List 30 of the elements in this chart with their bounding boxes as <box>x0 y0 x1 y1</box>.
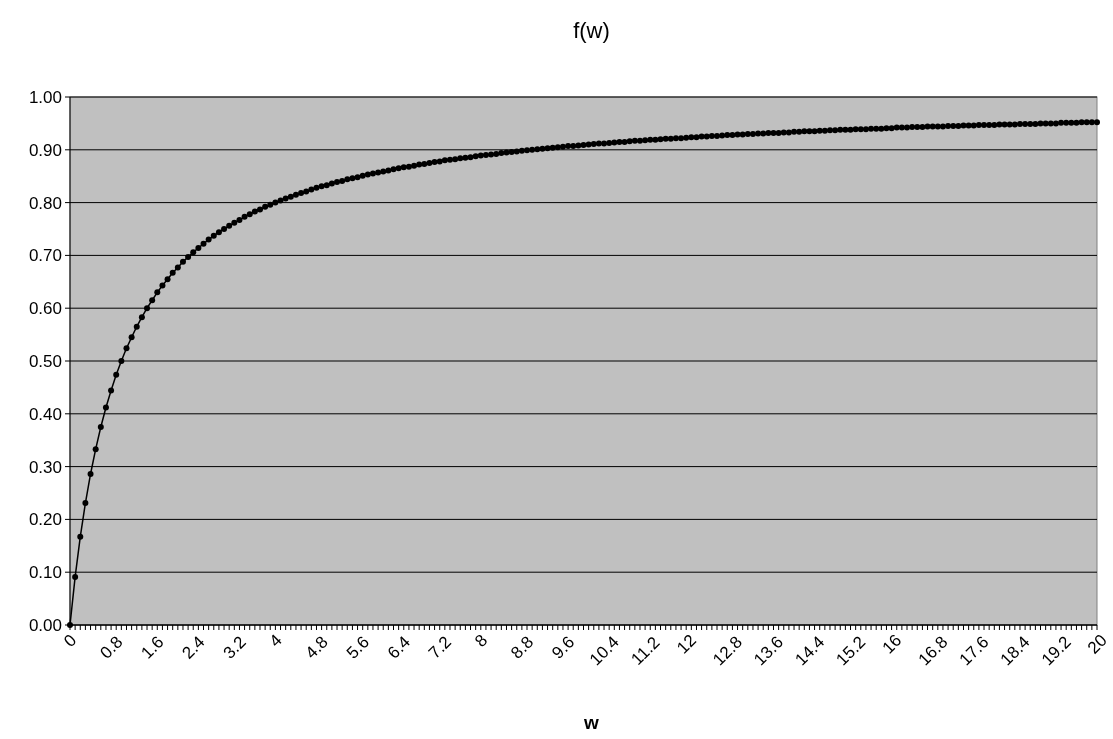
y-tick-label: 0.00 <box>28 615 62 635</box>
x-tick-label: 8 <box>471 630 492 651</box>
y-tick-label: 1.00 <box>28 87 62 107</box>
y-tick-label: 0.10 <box>28 563 62 583</box>
chart-title: f(w) <box>573 18 610 43</box>
y-tick-label: 0.50 <box>28 351 62 371</box>
x-tick-label: 1.6 <box>137 632 168 663</box>
x-axis-title: w <box>583 712 600 733</box>
x-tick-label: 20 <box>1083 630 1111 658</box>
y-tick-label: 0.40 <box>28 404 62 424</box>
y-tick-label: 0.30 <box>28 457 62 477</box>
x-tick-label: 0.8 <box>96 632 127 663</box>
x-tick-label: 6.4 <box>383 632 415 663</box>
x-tick-label: 4 <box>265 630 286 651</box>
x-tick-label: 12 <box>673 630 700 658</box>
y-tick-label: 0.20 <box>28 510 62 530</box>
x-tick-label: 2.4 <box>178 632 209 663</box>
x-tick-label: 9.6 <box>548 632 579 663</box>
x-tick-label: 4.8 <box>301 632 332 663</box>
x-tick-label: 16 <box>878 630 906 658</box>
x-tick-label: 3.2 <box>219 632 250 663</box>
y-tick-label: 0.60 <box>28 299 62 319</box>
x-tick-label: 5.6 <box>342 632 373 663</box>
y-tick-label: 0.90 <box>28 140 62 160</box>
x-tick-label: 0 <box>60 630 81 651</box>
x-tick-label: 8.8 <box>507 632 538 663</box>
y-tick-label: 0.80 <box>28 193 62 213</box>
y-tick-label: 0.70 <box>28 246 62 266</box>
x-tick-label: 11.2 <box>627 632 664 669</box>
x-tick-label: 7.2 <box>424 632 456 663</box>
